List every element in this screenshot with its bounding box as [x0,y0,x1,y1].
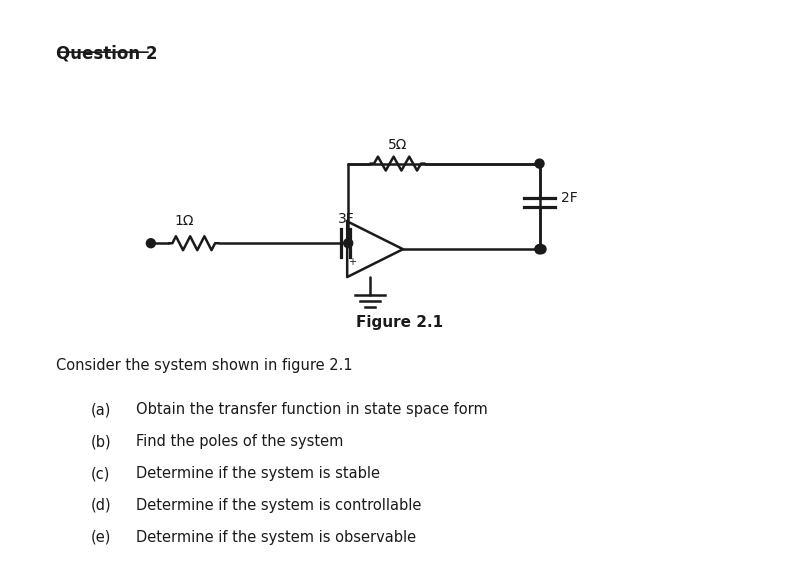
Text: (a): (a) [91,402,111,417]
Text: Consider the system shown in figure 2.1: Consider the system shown in figure 2.1 [56,358,353,373]
Text: Obtain the transfer function in state space form: Obtain the transfer function in state sp… [136,402,488,417]
Text: (b): (b) [91,434,112,449]
Text: Determine if the system is stable: Determine if the system is stable [136,466,380,481]
Text: Determine if the system is controllable: Determine if the system is controllable [136,498,422,513]
Text: (c): (c) [91,466,110,481]
Text: 3F: 3F [338,212,354,227]
Text: +: + [348,257,356,266]
Text: 2F: 2F [562,191,578,205]
Text: Find the poles of the system: Find the poles of the system [136,434,343,449]
Circle shape [535,159,544,168]
Text: Question 2: Question 2 [56,44,158,62]
Circle shape [535,244,544,254]
Circle shape [535,244,544,254]
Circle shape [146,239,155,248]
Text: Determine if the system is observable: Determine if the system is observable [136,530,416,545]
Text: (e): (e) [91,530,111,545]
Text: 1Ω: 1Ω [174,214,194,228]
Text: 5Ω: 5Ω [388,138,407,151]
Circle shape [537,244,546,254]
Text: Figure 2.1: Figure 2.1 [357,316,443,331]
Text: (d): (d) [91,498,112,513]
Circle shape [344,239,353,248]
